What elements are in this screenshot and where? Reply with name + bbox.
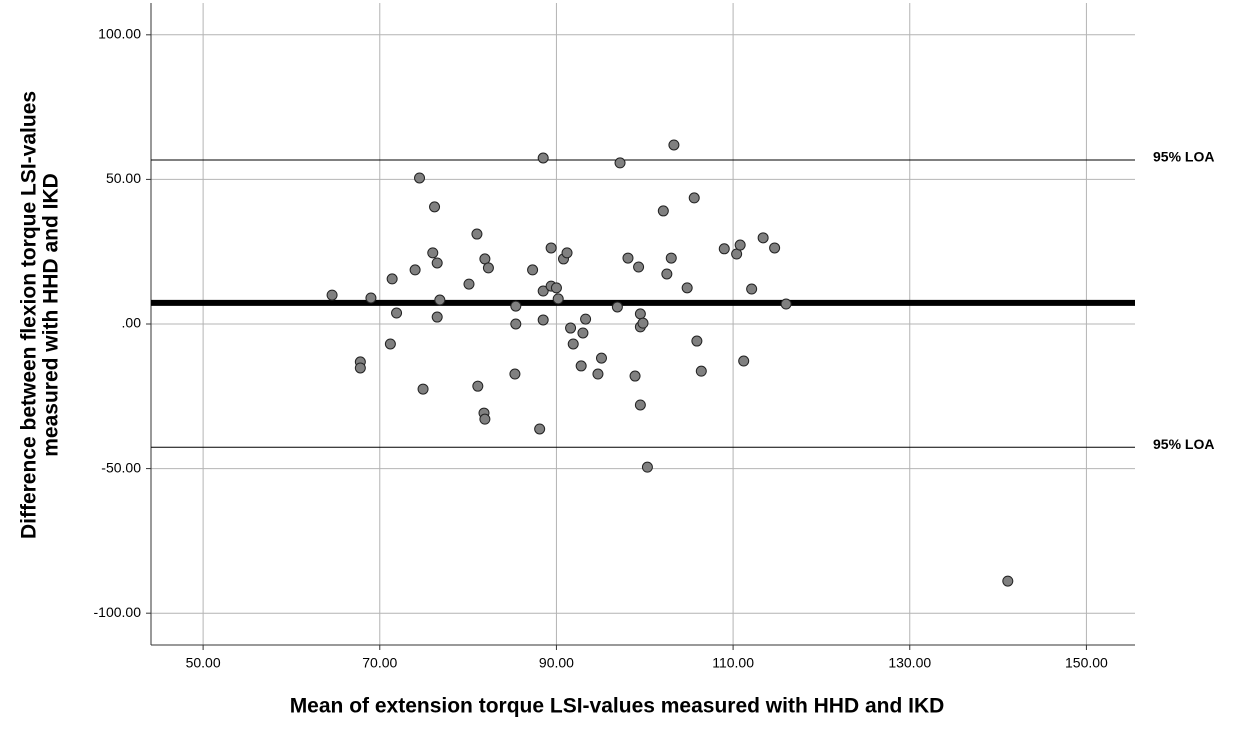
- point: [414, 172, 426, 184]
- point: [527, 264, 539, 276]
- point: [537, 285, 549, 297]
- x-tick-label: 150.00: [1065, 655, 1108, 671]
- point: [629, 370, 641, 382]
- y-axis-title: Difference between flexion torque LSI-va…: [18, 91, 41, 539]
- point: [472, 380, 484, 392]
- point: [688, 192, 700, 204]
- point: [565, 322, 577, 334]
- point: [510, 300, 522, 312]
- point: [509, 368, 521, 380]
- point: [552, 293, 564, 305]
- point: [592, 368, 604, 380]
- point: [622, 252, 634, 264]
- x-axis-title: Mean of extension torque LSI-values meas…: [290, 695, 945, 718]
- point: [757, 232, 769, 244]
- point: [577, 327, 589, 339]
- reference-label: 95% LOA: [1153, 436, 1214, 452]
- y-tick-label: -100.00: [94, 604, 142, 620]
- y-tick-label: 100.00: [98, 26, 141, 42]
- x-tick-label: 50.00: [186, 655, 221, 671]
- point: [595, 352, 607, 364]
- point: [668, 139, 680, 151]
- point: [434, 294, 446, 306]
- y-tick-label: 50.00: [106, 170, 141, 186]
- point: [354, 362, 366, 374]
- point: [463, 278, 475, 290]
- point: [537, 314, 549, 326]
- point: [409, 264, 421, 276]
- point: [665, 252, 677, 264]
- point: [1002, 575, 1014, 587]
- point: [611, 301, 623, 313]
- reference-label: 95% LOA: [1153, 149, 1214, 165]
- point: [718, 243, 730, 255]
- point: [641, 461, 653, 473]
- point: [510, 318, 522, 330]
- point: [634, 308, 646, 320]
- x-tick-label: 70.00: [362, 655, 397, 671]
- point: [657, 205, 669, 217]
- y-tick-label: .00: [122, 315, 142, 331]
- point: [780, 298, 792, 310]
- y-axis-title: measured with HHD and IKD: [40, 173, 63, 457]
- y-tick-label: -50.00: [101, 459, 141, 475]
- point: [580, 313, 592, 325]
- point: [479, 413, 491, 425]
- point: [550, 282, 562, 294]
- point: [695, 365, 707, 377]
- x-tick-label: 130.00: [888, 655, 931, 671]
- point: [391, 307, 403, 319]
- point: [431, 257, 443, 269]
- point: [614, 157, 626, 169]
- point: [429, 201, 441, 213]
- point: [769, 242, 781, 254]
- point: [386, 273, 398, 285]
- x-tick-label: 110.00: [712, 655, 754, 671]
- point: [691, 335, 703, 347]
- point: [746, 283, 758, 295]
- point: [326, 289, 338, 301]
- point: [482, 262, 494, 274]
- point: [633, 261, 645, 273]
- point: [534, 423, 546, 435]
- point: [661, 268, 673, 280]
- point: [575, 360, 587, 372]
- point: [431, 311, 443, 323]
- point: [545, 242, 557, 254]
- point: [637, 317, 649, 329]
- point: [567, 338, 579, 350]
- point: [427, 247, 439, 259]
- point: [634, 399, 646, 411]
- point: [734, 239, 746, 251]
- point: [681, 282, 693, 294]
- point: [537, 152, 549, 164]
- point: [365, 292, 377, 304]
- point: [471, 228, 483, 240]
- point: [561, 247, 573, 259]
- point: [417, 383, 429, 395]
- point: [738, 355, 750, 367]
- point: [384, 338, 396, 350]
- x-tick-label: 90.00: [539, 655, 574, 671]
